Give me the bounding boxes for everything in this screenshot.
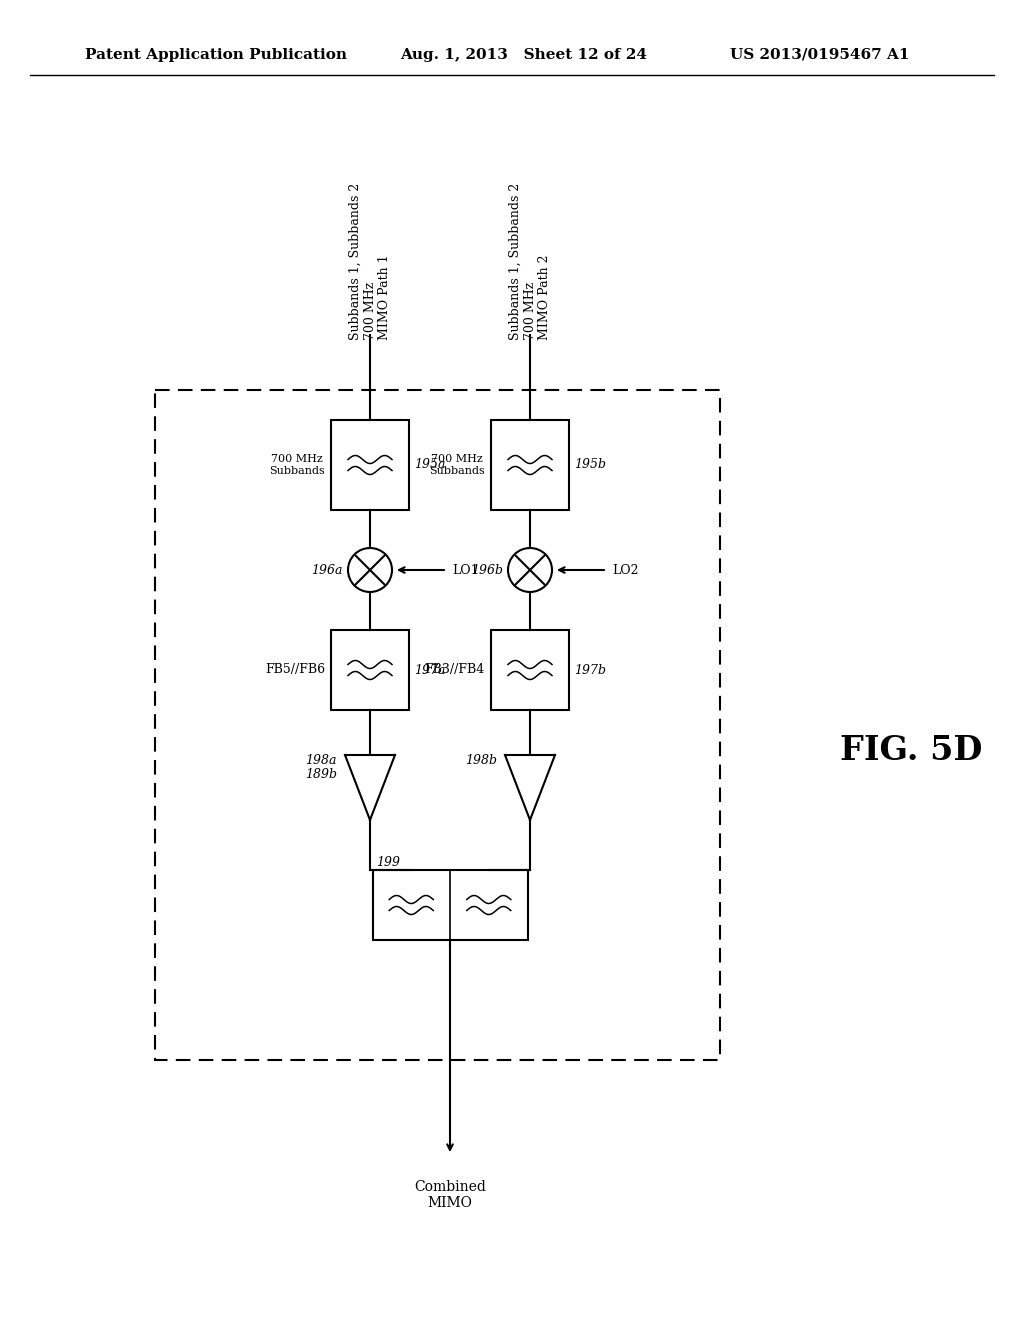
Text: LO1: LO1 [452, 564, 478, 577]
Text: 198a: 198a [305, 754, 337, 767]
Text: 700 MHz: 700 MHz [364, 281, 377, 341]
Text: FB3//FB4: FB3//FB4 [425, 664, 485, 676]
Text: 195a: 195a [414, 458, 445, 471]
Text: Subbands 1, Subbands 2: Subbands 1, Subbands 2 [348, 182, 361, 341]
Text: 700 MHz: 700 MHz [523, 281, 537, 341]
Text: 199: 199 [377, 855, 400, 869]
Bar [373, 870, 527, 940]
Text: 196a: 196a [311, 564, 343, 577]
Text: 189b: 189b [305, 768, 337, 781]
Bar [331, 420, 409, 510]
Text: 198b: 198b [465, 754, 497, 767]
Bar [490, 630, 569, 710]
Text: MIMO Path 1: MIMO Path 1 [379, 255, 391, 341]
Bar [490, 420, 569, 510]
Text: FIG. 5D: FIG. 5D [840, 734, 982, 767]
Text: 197b: 197b [574, 664, 606, 676]
Text: MIMO Path 2: MIMO Path 2 [539, 255, 552, 341]
Bar [331, 630, 409, 710]
Text: Aug. 1, 2013   Sheet 12 of 24: Aug. 1, 2013 Sheet 12 of 24 [400, 48, 647, 62]
Text: FB5//FB6: FB5//FB6 [265, 664, 325, 676]
Text: LO2: LO2 [612, 564, 639, 577]
Text: Subbands 1, Subbands 2: Subbands 1, Subbands 2 [509, 182, 521, 341]
Text: US 2013/0195467 A1: US 2013/0195467 A1 [730, 48, 909, 62]
Text: Patent Application Publication: Patent Application Publication [85, 48, 347, 62]
Text: 700 MHz
Subbands: 700 MHz Subbands [269, 454, 325, 475]
Text: 700 MHz
Subbands: 700 MHz Subbands [429, 454, 485, 475]
Text: 196b: 196b [471, 564, 503, 577]
Text: 197a: 197a [414, 664, 445, 676]
Text: 195b: 195b [574, 458, 606, 471]
Text: Combined
MIMO: Combined MIMO [414, 1180, 486, 1210]
